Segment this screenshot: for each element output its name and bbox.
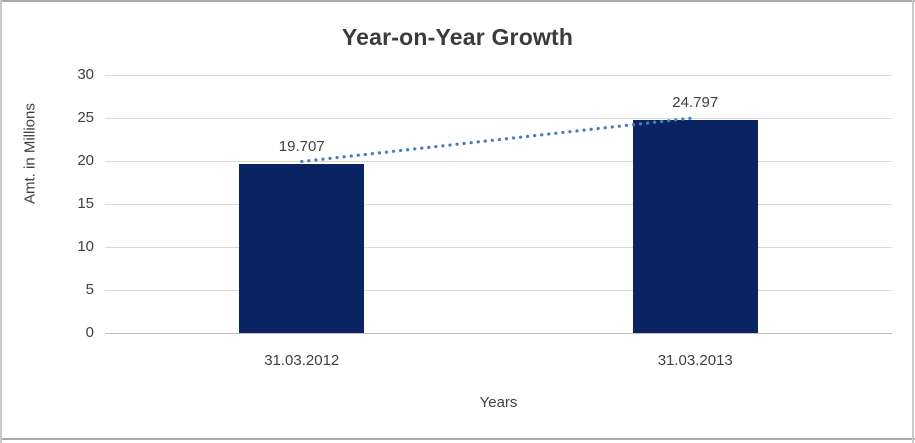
x-category-label-31.03.2013: 31.03.2013 [657, 352, 733, 369]
plot-area [105, 75, 892, 334]
bar-31.03.2013 [632, 119, 758, 333]
gridline-10 [105, 247, 892, 248]
page-right-border [912, 0, 914, 443]
gridline-5 [105, 290, 892, 291]
gridline-25 [105, 118, 892, 119]
x-axis-title: Years [479, 394, 518, 411]
gridline-15 [105, 204, 892, 205]
y-tick-label-30: 30 [77, 66, 94, 83]
y-tick-label-10: 10 [77, 238, 94, 255]
bar-value-label-31.03.2012: 19.707 [278, 137, 325, 155]
page-top-border [0, 0, 915, 2]
gridline-20 [105, 161, 892, 162]
chart-title: Year-on-Year Growth [341, 24, 574, 50]
gridline-0 [105, 333, 892, 334]
y-axis-title-text: Amt. in Millions [21, 103, 39, 204]
x-category-label-31.03.2012: 31.03.2012 [264, 352, 340, 369]
trendline [300, 116, 697, 164]
y-tick-label-0: 0 [85, 324, 94, 341]
y-tick-label-5: 5 [85, 281, 94, 298]
gridline-30 [105, 75, 892, 76]
page-bottom-border [0, 438, 915, 440]
y-tick-label-25: 25 [77, 109, 94, 126]
y-tick-label-15: 15 [77, 195, 94, 212]
bar-value-label-31.03.2013: 24.797 [672, 93, 719, 111]
page-left-border [0, 0, 2, 443]
bar-31.03.2012 [239, 163, 365, 333]
y-tick-label-20: 20 [77, 152, 94, 169]
